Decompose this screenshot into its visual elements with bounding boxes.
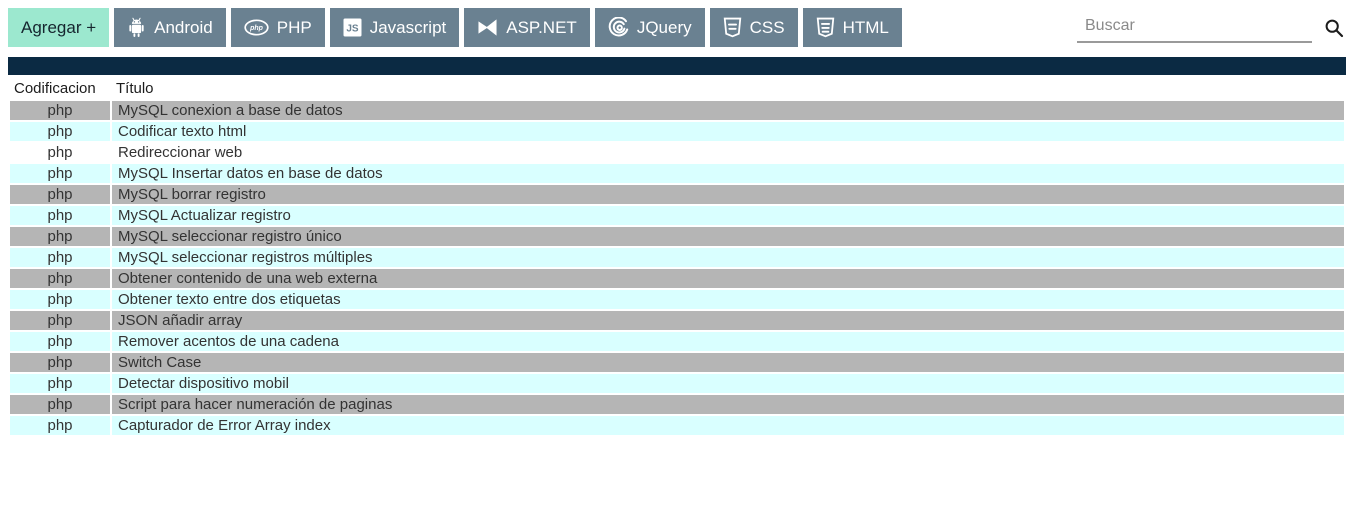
- cell-codificacion: php: [10, 416, 110, 435]
- table-row[interactable]: php JSON añadir array: [10, 311, 1344, 330]
- cell-titulo: MySQL seleccionar registro único: [112, 227, 1344, 246]
- android-icon: [127, 17, 146, 38]
- cell-titulo: Detectar dispositivo mobil: [112, 374, 1344, 393]
- cell-titulo: Capturador de Error Array index: [112, 416, 1344, 435]
- cell-codificacion: php: [10, 143, 110, 162]
- search-input[interactable]: [1077, 12, 1312, 43]
- agregar-button[interactable]: Agregar +: [8, 8, 110, 47]
- table-row[interactable]: php Obtener texto entre dos etiquetas: [10, 290, 1344, 309]
- cell-titulo: MySQL Insertar datos en base de datos: [112, 164, 1344, 183]
- snippet-table: Codificacion Título php MySQL conexion a…: [8, 76, 1346, 437]
- table-row[interactable]: php Detectar dispositivo mobil: [10, 374, 1344, 393]
- button-label: Android: [154, 17, 213, 37]
- cell-codificacion: php: [10, 395, 110, 414]
- button-label: PHP: [276, 17, 312, 37]
- cell-titulo: MySQL conexion a base de datos: [112, 101, 1344, 120]
- cell-codificacion: php: [10, 332, 110, 351]
- svg-text:JS: JS: [346, 24, 359, 35]
- toolbar: Agregar +: [8, 8, 1346, 47]
- button-label: JQuery: [636, 17, 692, 37]
- cell-titulo: Remover acentos de una cadena: [112, 332, 1344, 351]
- cell-titulo: Script para hacer numeración de paginas: [112, 395, 1344, 414]
- cell-codificacion: php: [10, 290, 110, 309]
- css-icon: [723, 17, 742, 38]
- cell-titulo: MySQL borrar registro: [112, 185, 1344, 204]
- table-row[interactable]: php MySQL conexion a base de datos: [10, 101, 1344, 120]
- button-label: ASP.NET: [506, 17, 577, 37]
- filter-button-android[interactable]: Android: [114, 8, 226, 47]
- javascript-icon: JS: [343, 18, 362, 37]
- button-label: CSS: [749, 17, 785, 37]
- filter-button-javascript[interactable]: JS Javascript: [329, 8, 460, 47]
- search-icon[interactable]: [1324, 18, 1344, 38]
- cell-codificacion: php: [10, 248, 110, 267]
- cell-codificacion: php: [10, 311, 110, 330]
- table-row[interactable]: php Codificar texto html: [10, 122, 1344, 141]
- cell-titulo: Obtener contenido de una web externa: [112, 269, 1344, 288]
- cell-codificacion: php: [10, 353, 110, 372]
- table-row[interactable]: php MySQL seleccionar registros múltiple…: [10, 248, 1344, 267]
- table-row[interactable]: php MySQL Actualizar registro: [10, 206, 1344, 225]
- aspnet-icon: [477, 18, 498, 37]
- cell-codificacion: php: [10, 227, 110, 246]
- html-icon: [816, 17, 835, 38]
- cell-codificacion: php: [10, 206, 110, 225]
- table-header-row: Codificacion Título: [10, 78, 1344, 99]
- cell-titulo: Obtener texto entre dos etiquetas: [112, 290, 1344, 309]
- php-icon: php: [244, 19, 269, 36]
- table-row[interactable]: php Remover acentos de una cadena: [10, 332, 1344, 351]
- column-header-titulo: Título: [116, 80, 154, 97]
- filter-button-html[interactable]: HTML: [802, 8, 902, 47]
- button-label: HTML: [842, 17, 889, 37]
- cell-codificacion: php: [10, 122, 110, 141]
- cell-codificacion: php: [10, 101, 110, 120]
- table-row[interactable]: php Switch Case: [10, 353, 1344, 372]
- cell-titulo: Codificar texto html: [112, 122, 1344, 141]
- search-area: [1077, 12, 1346, 43]
- svg-text:php: php: [249, 25, 264, 32]
- cell-titulo: Switch Case: [112, 353, 1344, 372]
- cell-titulo: JSON añadir array: [112, 311, 1344, 330]
- cell-codificacion: php: [10, 269, 110, 288]
- table-row[interactable]: php Obtener contenido de una web externa: [10, 269, 1344, 288]
- table-row[interactable]: php MySQL borrar registro: [10, 185, 1344, 204]
- table-row[interactable]: php Script para hacer numeración de pagi…: [10, 395, 1344, 414]
- cell-codificacion: php: [10, 185, 110, 204]
- cell-codificacion: php: [10, 374, 110, 393]
- table-row[interactable]: php Capturador de Error Array index: [10, 416, 1344, 435]
- header-bar: [8, 57, 1346, 75]
- table-row[interactable]: php MySQL Insertar datos en base de dato…: [10, 164, 1344, 183]
- button-label: Javascript: [369, 17, 447, 37]
- cell-codificacion: php: [10, 164, 110, 183]
- table-row[interactable]: php Redireccionar web: [10, 143, 1344, 162]
- table-row[interactable]: php MySQL seleccionar registro único: [10, 227, 1344, 246]
- filter-button-aspnet[interactable]: ASP.NET: [464, 8, 590, 47]
- filter-button-php[interactable]: php PHP: [230, 8, 325, 47]
- cell-titulo: MySQL seleccionar registros múltiples: [112, 248, 1344, 267]
- filter-button-jquery[interactable]: JQuery: [594, 8, 705, 47]
- snippet-table-body: php MySQL conexion a base de datos php C…: [10, 101, 1344, 435]
- cell-titulo: Redireccionar web: [112, 143, 1344, 162]
- filter-button-css[interactable]: CSS: [709, 8, 798, 47]
- cell-titulo: MySQL Actualizar registro: [112, 206, 1344, 225]
- column-header-codificacion: Codificacion: [14, 80, 96, 97]
- jquery-icon: [608, 17, 629, 38]
